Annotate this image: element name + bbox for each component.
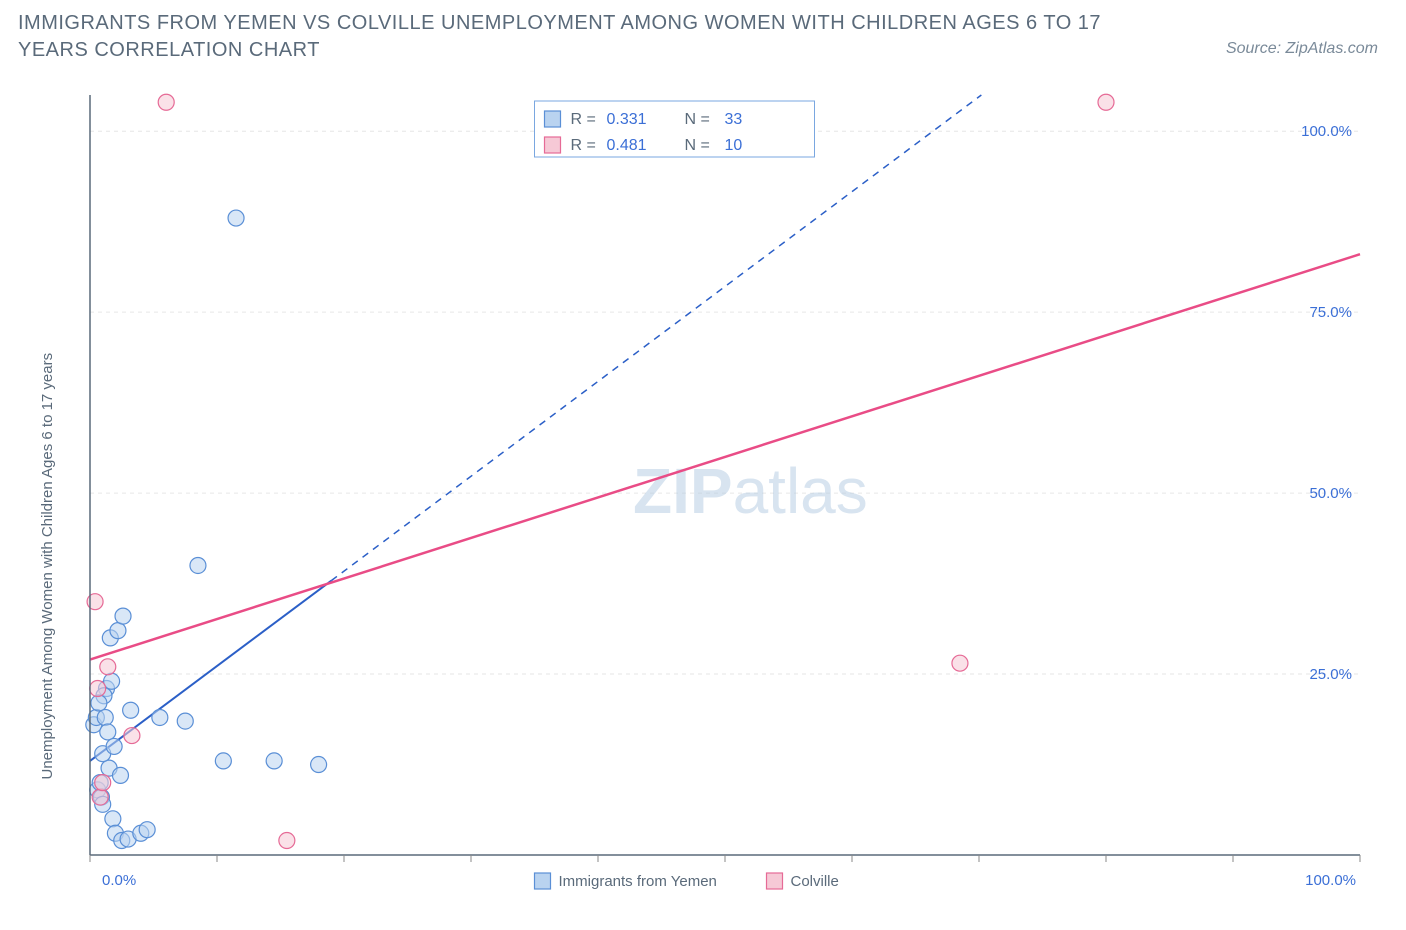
data-point bbox=[311, 757, 327, 773]
stats-n-value: 33 bbox=[725, 111, 743, 128]
data-point bbox=[228, 210, 244, 226]
data-point bbox=[91, 695, 107, 711]
data-point bbox=[124, 728, 140, 744]
legend-swatch bbox=[535, 873, 551, 889]
data-point bbox=[105, 811, 121, 827]
data-point bbox=[152, 709, 168, 725]
data-point bbox=[112, 767, 128, 783]
data-point bbox=[266, 753, 282, 769]
data-point bbox=[123, 702, 139, 718]
data-point bbox=[1098, 94, 1114, 110]
y-tick-label: 75.0% bbox=[1309, 304, 1352, 321]
legend-label: Immigrants from Yemen bbox=[559, 873, 717, 890]
legend-swatch bbox=[545, 111, 561, 127]
source-label: Source: ZipAtlas.com bbox=[1226, 40, 1378, 58]
y-tick-label: 50.0% bbox=[1309, 485, 1352, 502]
data-point bbox=[215, 753, 231, 769]
stats-r-value: 0.481 bbox=[607, 137, 647, 154]
data-point bbox=[190, 557, 206, 573]
data-point bbox=[177, 713, 193, 729]
data-point bbox=[106, 738, 122, 754]
x-tick-label: 0.0% bbox=[102, 872, 136, 889]
y-axis-label: Unemployment Among Women with Children A… bbox=[39, 353, 56, 780]
trend-line bbox=[90, 254, 1360, 659]
legend-swatch bbox=[767, 873, 783, 889]
data-point bbox=[100, 659, 116, 675]
data-point bbox=[100, 724, 116, 740]
stats-n-value: 10 bbox=[725, 137, 743, 154]
data-point bbox=[115, 608, 131, 624]
data-point bbox=[92, 789, 108, 805]
stats-r-label: R = bbox=[571, 137, 596, 154]
data-point bbox=[158, 94, 174, 110]
y-tick-label: 25.0% bbox=[1309, 666, 1352, 683]
data-point bbox=[279, 833, 295, 849]
data-point bbox=[95, 775, 111, 791]
y-tick-label: 100.0% bbox=[1301, 123, 1352, 140]
chart-title: IMMIGRANTS FROM YEMEN VS COLVILLE UNEMPL… bbox=[18, 10, 1138, 64]
legend-swatch bbox=[545, 137, 561, 153]
correlation-chart: 25.0% 50.0% 75.0% 100.0% ZIPatlas 0.0% 100.0% U… bbox=[20, 85, 1386, 915]
data-point bbox=[90, 681, 106, 697]
data-point bbox=[110, 623, 126, 639]
watermark: ZIPatlas bbox=[633, 455, 868, 527]
data-point bbox=[139, 822, 155, 838]
x-tick-label: 100.0% bbox=[1305, 872, 1356, 889]
stats-r-label: R = bbox=[571, 111, 596, 128]
data-point bbox=[97, 709, 113, 725]
legend-label: Colville bbox=[791, 873, 839, 890]
stats-r-value: 0.331 bbox=[607, 111, 647, 128]
stats-n-label: N = bbox=[685, 137, 710, 154]
data-point bbox=[952, 655, 968, 671]
stats-n-label: N = bbox=[685, 111, 710, 128]
